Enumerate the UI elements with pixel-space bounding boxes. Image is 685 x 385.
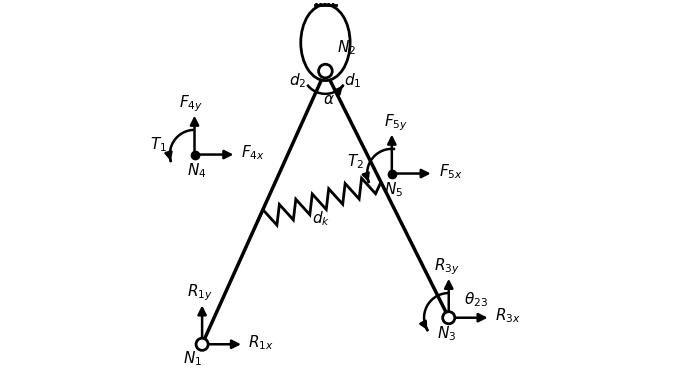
Text: $T_2$: $T_2$ xyxy=(347,153,364,171)
Text: $F_{5x}$: $F_{5x}$ xyxy=(438,162,462,181)
Text: $d_2$: $d_2$ xyxy=(290,71,307,90)
Text: $N_5$: $N_5$ xyxy=(384,180,403,199)
Text: $R_{3y}$: $R_{3y}$ xyxy=(434,256,460,277)
Ellipse shape xyxy=(301,5,350,80)
Text: $N_4$: $N_4$ xyxy=(186,161,206,180)
Text: $R_{1x}$: $R_{1x}$ xyxy=(248,333,274,352)
Text: $N_1$: $N_1$ xyxy=(183,349,202,368)
Text: $F_{4x}$: $F_{4x}$ xyxy=(241,143,265,162)
Text: $F_{4y}$: $F_{4y}$ xyxy=(179,93,203,114)
Text: $R_{1y}$: $R_{1y}$ xyxy=(187,283,213,303)
Text: $N_2$: $N_2$ xyxy=(337,38,356,57)
Text: $\alpha$: $\alpha$ xyxy=(323,92,335,107)
Circle shape xyxy=(196,338,208,350)
Text: $d_1$: $d_1$ xyxy=(344,71,362,90)
Text: $T_1$: $T_1$ xyxy=(150,136,167,154)
Text: $N_3$: $N_3$ xyxy=(437,324,456,343)
Text: $d_k$: $d_k$ xyxy=(312,209,330,228)
Text: $F_{5y}$: $F_{5y}$ xyxy=(384,112,408,132)
Text: $R_{3x}$: $R_{3x}$ xyxy=(495,306,521,325)
Circle shape xyxy=(319,64,332,78)
Text: $\theta_{23}$: $\theta_{23}$ xyxy=(464,290,488,309)
Circle shape xyxy=(443,311,455,324)
